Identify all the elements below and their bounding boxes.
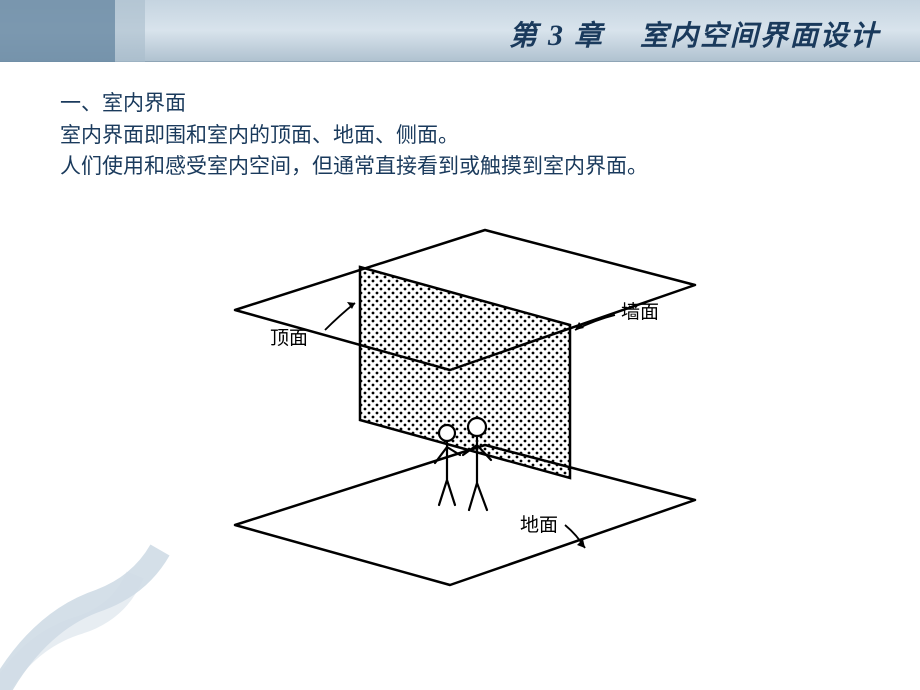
chapter-title: 第 3 章 室内空间界面设计 (509, 14, 880, 54)
corner-decoration (0, 540, 180, 690)
label-ceiling: 顶面 (270, 323, 308, 350)
header-ornament-left2 (115, 0, 145, 62)
interior-surfaces-diagram: 顶面 墙面 地面 (175, 195, 750, 635)
label-floor: 地面 (520, 510, 558, 537)
chapter-suffix: 章 (574, 21, 604, 52)
slide-header: 第 3 章 室内空间界面设计 (0, 0, 920, 62)
chapter-number: 3 (548, 19, 565, 52)
content-block: 一、室内界面 室内界面即围和室内的顶面、地面、侧面。 人们使用和感受室内空间，但… (60, 88, 860, 183)
label-wall: 墙面 (621, 297, 659, 324)
chapter-prefix: 第 (509, 21, 539, 52)
body-line-1: 室内界面即围和室内的顶面、地面、侧面。 (60, 120, 860, 152)
chapter-name: 室内空间界面设计 (640, 21, 880, 52)
body-line-2: 人们使用和感受室内空间，但通常直接看到或触摸到室内界面。 (60, 151, 860, 183)
section-heading: 一、室内界面 (60, 88, 860, 120)
header-ornament-left (0, 0, 115, 62)
